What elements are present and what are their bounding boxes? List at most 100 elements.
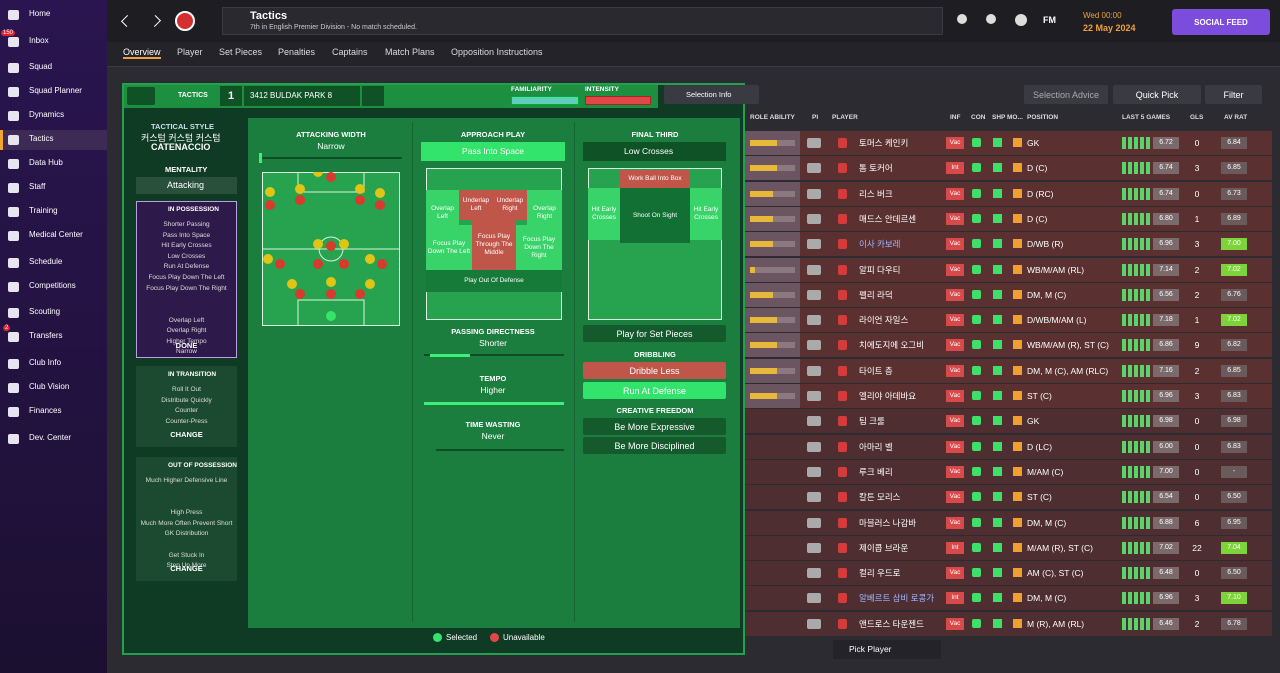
player-name[interactable]: 마블러스 나감바 <box>859 517 917 528</box>
final-third-zone[interactable]: Hit Early Crosses <box>588 188 620 240</box>
tab[interactable]: Penalties <box>278 47 316 57</box>
player-name[interactable]: 타이트 층 <box>859 365 893 376</box>
player-row[interactable]: 앤드로스 타운젠드 Vac M (R), AM (RL) 6.46 2 6.78 <box>745 611 1272 636</box>
tactic-name[interactable]: 3412 BULDAK PARK 8 <box>244 86 360 106</box>
approach-zone[interactable]: Focus Play Through The Middle <box>472 220 516 270</box>
squad-button[interactable]: Quick Pick <box>1113 85 1201 104</box>
tab[interactable]: Player <box>177 47 203 57</box>
approach-zone[interactable]: Focus Play Down The Left <box>426 225 472 270</box>
player-row[interactable]: 알베르트 삼비 로콩가 Int DM, M (C) 6.96 3 7.10 <box>745 586 1272 611</box>
player-row[interactable]: 토머스 케인키 Vac GK 6.72 0 6.84 <box>745 131 1272 155</box>
tab[interactable]: Match Plans <box>385 47 435 57</box>
player-name[interactable]: 라이언 자일스 <box>859 315 909 326</box>
player-name[interactable]: 아마리 벨 <box>859 441 893 452</box>
player-name[interactable]: 칼튼 모리스 <box>859 492 901 503</box>
column-header[interactable]: PI <box>812 114 819 121</box>
in_possession-button[interactable]: DONE <box>175 341 198 350</box>
column-header[interactable]: GLS <box>1190 114 1204 121</box>
player-name[interactable]: 이사 카보레 <box>859 239 901 250</box>
player-row[interactable]: 제이콥 브라운 Int M/AM (R), ST (C) 7.02 22 7.04 <box>745 535 1272 560</box>
icon[interactable] <box>986 14 996 24</box>
player-name[interactable]: 치에도지에 오그비 <box>859 340 924 351</box>
player-row[interactable]: 팀 크룰 Vac GK 6.98 0 6.98 <box>745 409 1272 434</box>
player-row[interactable]: 라이언 자일스 Vac D/WB/M/AM (L) 7.18 1 7.02 <box>745 308 1272 333</box>
nav-item[interactable]: Tactics <box>29 134 54 143</box>
option-button[interactable]: Run At Defense <box>583 382 726 399</box>
player-name[interactable]: 알베르트 삼비 로콩가 <box>859 593 935 604</box>
player-name[interactable]: 리스 버크 <box>859 188 893 199</box>
icon[interactable] <box>957 14 967 24</box>
nav-item[interactable]: Medical Center <box>29 230 83 239</box>
nav-item[interactable]: Staff <box>29 182 46 191</box>
player-name[interactable]: 매드스 안데르센 <box>859 213 917 224</box>
player-name[interactable]: 팀 크룰 <box>859 416 885 427</box>
forward-button[interactable] <box>148 14 162 28</box>
player-name[interactable]: 컬리 우드로 <box>859 568 901 579</box>
player-row[interactable]: 칼튼 모리스 Vac ST (C) 6.54 0 6.50 <box>745 485 1272 510</box>
option-button[interactable]: Dribble Less <box>583 362 726 379</box>
player-row[interactable]: 이사 카보레 Vac D/WB (R) 6.96 3 7.00 <box>745 232 1272 257</box>
final-third-zone[interactable]: Hit Early Crosses <box>690 188 722 240</box>
nav-item[interactable]: Competitions <box>29 281 76 290</box>
nav-item[interactable]: Squad <box>29 62 53 71</box>
player-row[interactable]: 마블러스 나감바 Vac DM, M (C) 6.88 6 6.95 <box>745 510 1272 535</box>
player-row[interactable]: 매드스 안데르센 Vac D (C) 6.80 1 6.89 <box>745 206 1272 231</box>
tab[interactable]: Captains <box>332 47 368 57</box>
tab[interactable]: Opposition Instructions <box>451 47 543 57</box>
player-row[interactable]: 컬리 우드로 Vac AM (C), ST (C) 6.48 0 6.50 <box>745 561 1272 586</box>
tab[interactable]: Set Pieces <box>219 47 263 57</box>
approach-zone[interactable]: Underlap Right <box>493 190 527 220</box>
nav-item[interactable]: Finances <box>29 406 62 415</box>
player-name[interactable]: 펠리 라덕 <box>859 289 893 300</box>
nav-item[interactable]: Scouting <box>29 307 61 316</box>
player-row[interactable]: 치에도지에 오그비 Vac WB/M/AM (R), ST (C) 6.86 9 6.82 <box>745 333 1272 358</box>
squad-button[interactable]: Filter <box>1205 85 1262 104</box>
player-row[interactable]: 알피 다우티 Vac WB/M/AM (RL) 7.14 2 7.02 <box>745 257 1272 282</box>
in_transition-button[interactable]: CHANGE <box>170 430 203 439</box>
player-name[interactable]: 제이콥 브라운 <box>859 542 909 553</box>
column-header[interactable]: CON <box>971 114 986 121</box>
icon[interactable] <box>1015 14 1027 26</box>
pick-player[interactable]: Pick Player <box>833 640 941 659</box>
selected-option[interactable]: Pass Into Space <box>421 142 565 161</box>
approach-zone[interactable]: Focus Play Down The Right <box>516 225 562 270</box>
squad-button[interactable]: Selection Advice <box>1024 85 1108 104</box>
final-third-zone[interactable]: Work Ball Into Box <box>620 170 690 188</box>
final-third-zone[interactable]: Shoot On Sight <box>620 188 690 243</box>
nav-item[interactable]: Squad Planner <box>29 86 82 95</box>
out_of_possession-button[interactable]: CHANGE <box>170 564 203 573</box>
tab[interactable]: Overview <box>123 47 161 59</box>
option-button[interactable]: Play for Set Pieces <box>583 325 726 342</box>
column-header[interactable]: SHP <box>992 114 1006 121</box>
column-header[interactable]: MO... <box>1007 114 1023 121</box>
nav-item[interactable]: Dev. Center <box>29 433 72 442</box>
approach-zone[interactable]: Play Out Of Defense <box>426 270 562 292</box>
option-button[interactable]: Be More Expressive <box>583 418 726 435</box>
nav-item[interactable]: Transfers <box>29 331 63 340</box>
collapse-button[interactable] <box>127 87 155 105</box>
player-name[interactable]: 엘리야 아데바요 <box>859 391 917 401</box>
back-button[interactable] <box>120 14 134 28</box>
nav-item[interactable]: Home <box>29 9 51 18</box>
player-name[interactable]: 토머스 케인키 <box>859 138 909 148</box>
slider-knob[interactable] <box>259 153 262 163</box>
column-header[interactable]: INF <box>950 114 961 121</box>
player-row[interactable]: 펠리 라덕 Vac DM, M (C) 6.56 2 6.76 <box>745 282 1272 307</box>
column-header[interactable]: LAST 5 GAMES <box>1122 114 1171 121</box>
approach-zone[interactable]: Underlap Left <box>459 190 493 220</box>
player-row[interactable]: 아마리 벨 Vac D (LC) 6.00 0 6.83 <box>745 434 1272 459</box>
mentality-select[interactable]: Attacking <box>136 177 237 194</box>
add-tactic[interactable] <box>362 86 384 106</box>
player-name[interactable]: 톰 토커어 <box>859 163 893 174</box>
player-row[interactable]: 루크 베리 Vac M/AM (C) 7.00 0 - <box>745 459 1272 484</box>
nav-item[interactable]: Club Vision <box>29 382 70 391</box>
player-name[interactable]: 알피 다우티 <box>859 264 901 275</box>
player-row[interactable]: 타이트 층 Vac DM, M (C), AM (RLC) 7.16 2 6.85 <box>745 358 1272 383</box>
column-header[interactable]: POSITION <box>1027 114 1059 121</box>
player-name[interactable]: 루크 베리 <box>859 466 893 477</box>
player-row[interactable]: 톰 토커어 Int D (C) 6.74 3 6.85 <box>745 156 1272 181</box>
social-feed-button[interactable]: SOCIAL FEED <box>1172 9 1270 35</box>
nav-item[interactable]: Inbox <box>29 36 49 45</box>
column-header[interactable]: PLAYER <box>832 114 858 121</box>
selection-info[interactable]: Selection Info <box>664 85 759 104</box>
